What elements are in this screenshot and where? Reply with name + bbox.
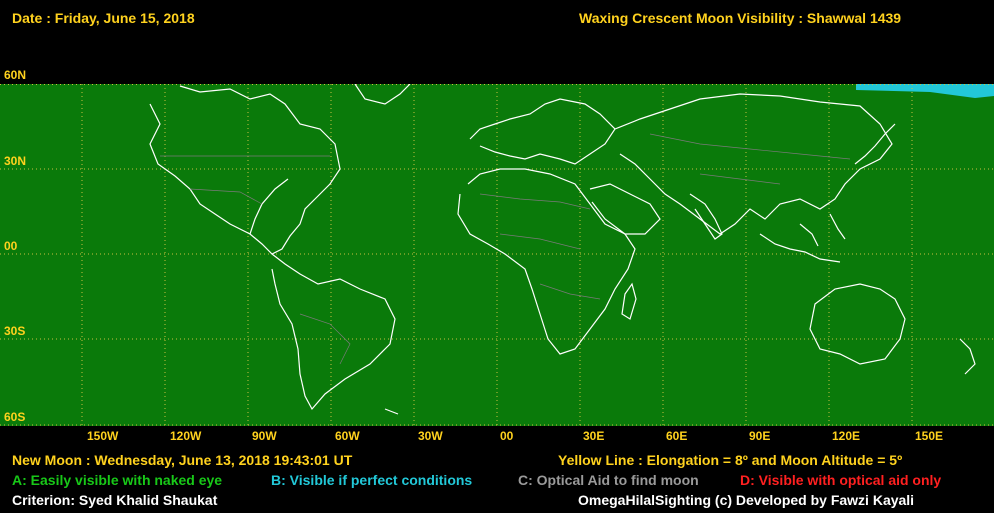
map-title: Waxing Crescent Moon Visibility : Shawwa…	[579, 10, 902, 26]
yellow-line-label: Yellow Line : Elongation = 8º and Moon A…	[558, 452, 903, 468]
zone-a-region	[0, 84, 994, 426]
legend-b: B: Visible if perfect conditions	[271, 472, 473, 488]
lat-label-60n: 60N	[4, 68, 27, 82]
longitude-axis: 150W 120W 90W 60W 30W 00 30E 60E 90E 120…	[0, 426, 994, 446]
lon-label-60w: 60W	[335, 429, 360, 443]
lon-label-90e: 90E	[749, 429, 771, 443]
lon-label-120e: 120E	[832, 429, 861, 443]
country-borders	[160, 133, 851, 365]
lon-label-30e: 30E	[583, 429, 605, 443]
lon-label-60e: 60E	[666, 429, 688, 443]
lon-label-150e: 150E	[915, 429, 944, 443]
world-visibility-map	[0, 84, 994, 426]
lon-label-120w: 120W	[170, 429, 202, 443]
lat-label-30s: 30S	[4, 324, 26, 338]
lon-label-00: 00	[500, 429, 514, 443]
criterion-label: Criterion: Syed Khalid Shaukat	[12, 492, 218, 508]
lon-label-90w: 90W	[252, 429, 277, 443]
lat-label-00: 00	[4, 239, 18, 253]
legend-a: A: Easily visible with naked eye	[12, 472, 223, 488]
legend-c: C: Optical Aid to find moon	[518, 472, 699, 488]
legend-d: D: Visible with optical aid only	[740, 472, 942, 488]
lon-label-30w: 30W	[418, 429, 443, 443]
credit-label: OmegaHilalSighting (c) Developed by Fawz…	[578, 492, 915, 508]
new-moon-label: New Moon : Wednesday, June 13, 2018 19:4…	[12, 452, 353, 468]
coastlines	[149, 84, 976, 415]
zone-b-region	[856, 84, 994, 98]
lon-label-150w: 150W	[87, 429, 119, 443]
lat-label-30n: 30N	[4, 154, 27, 168]
graticule	[0, 84, 994, 426]
date-label: Date : Friday, June 15, 2018	[12, 10, 195, 26]
lat-label-60s: 60S	[4, 410, 26, 424]
